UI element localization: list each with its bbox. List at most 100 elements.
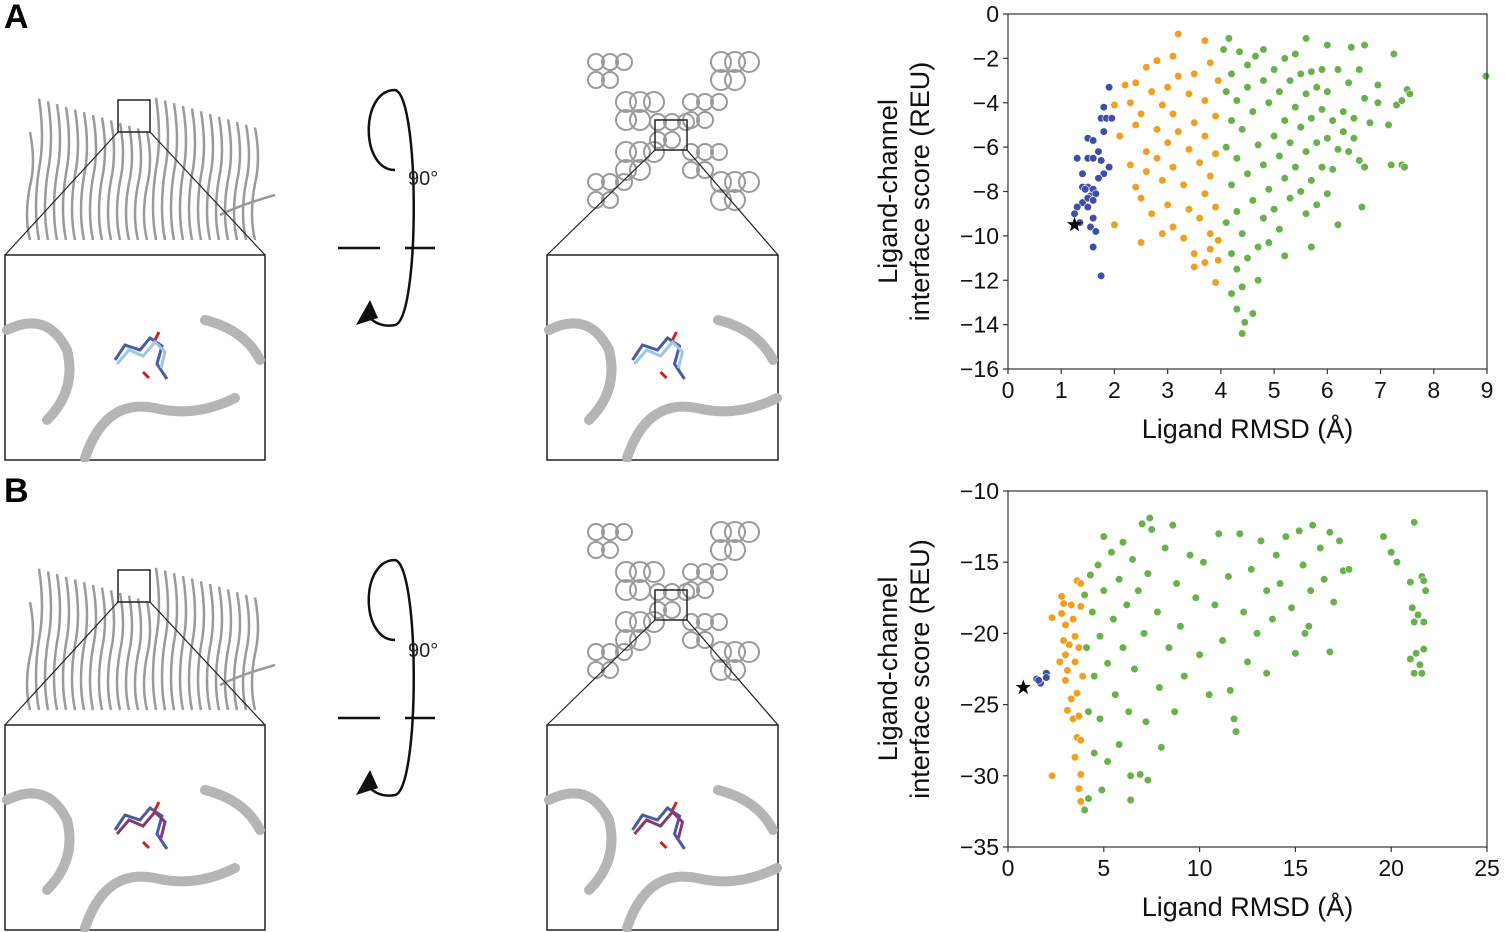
point-green: [1115, 740, 1124, 749]
point-orange: [1147, 209, 1156, 218]
point-green: [1272, 550, 1281, 560]
point-orange: [1131, 120, 1140, 130]
x-tick-label: 10: [1187, 855, 1213, 881]
point-green: [1410, 518, 1419, 527]
point-green: [1285, 194, 1295, 203]
point-orange: [1174, 127, 1183, 136]
point-orange: [1211, 149, 1220, 158]
point-green: [1264, 238, 1273, 247]
point-green: [1312, 200, 1321, 209]
point-blue: [1097, 271, 1106, 280]
point-green: [1254, 242, 1263, 252]
point-green: [1268, 615, 1277, 624]
point-orange: [1063, 666, 1072, 675]
point-green: [1344, 78, 1353, 87]
point-green: [1317, 65, 1327, 74]
point-green: [1247, 565, 1256, 574]
point-orange: [1126, 98, 1135, 107]
point-green: [1239, 607, 1248, 617]
point-green: [1185, 550, 1195, 560]
point-green: [1130, 664, 1139, 674]
zoom-box: [117, 99, 151, 133]
x-axis-label: Ligand RMSD (Å): [1142, 413, 1354, 444]
point-orange: [1200, 258, 1210, 267]
point-green: [1222, 218, 1231, 227]
ligand-pose: [631, 331, 686, 380]
point-green: [1227, 249, 1236, 258]
point-green: [1379, 532, 1388, 541]
point-green: [1145, 513, 1154, 523]
point-green: [1139, 629, 1149, 638]
point-green: [1349, 134, 1359, 143]
point-green: [1262, 586, 1271, 595]
point-green: [1222, 143, 1231, 152]
point-orange: [1214, 236, 1223, 245]
point-green: [1084, 794, 1093, 803]
point-green: [1320, 575, 1329, 584]
point-orange: [1110, 100, 1119, 110]
point-green: [1419, 644, 1428, 654]
point-green: [1275, 579, 1285, 588]
point-green: [1329, 597, 1338, 607]
point-green: [1307, 242, 1316, 252]
x-tick-label: 20: [1378, 855, 1404, 881]
point-orange: [1076, 736, 1085, 745]
point-green: [1328, 116, 1337, 125]
point-orange: [1163, 83, 1172, 92]
binding-site-inset: [2, 254, 266, 462]
point-green: [1111, 690, 1120, 699]
point-green: [1222, 87, 1231, 96]
point-green: [1481, 72, 1491, 81]
x-tick-label: 15: [1283, 855, 1309, 881]
point-orange: [1061, 620, 1070, 629]
point-green: [1143, 569, 1152, 578]
point-orange: [1190, 118, 1199, 127]
point-green: [1317, 162, 1327, 172]
point-green: [1238, 282, 1247, 292]
point-orange: [1214, 76, 1223, 85]
point-green: [1214, 529, 1223, 538]
point-orange: [1190, 262, 1199, 272]
points: [1032, 513, 1430, 815]
point-green: [1095, 632, 1105, 641]
point-green: [1086, 570, 1095, 580]
point-orange: [1074, 711, 1083, 721]
point-green: [1405, 89, 1414, 98]
point-green: [1347, 43, 1356, 52]
point-orange: [1142, 147, 1151, 156]
point-green: [1259, 160, 1268, 169]
point-orange: [1059, 599, 1068, 608]
binding-site-inset: [2, 724, 266, 932]
point-green: [1308, 521, 1317, 530]
point-green: [1357, 202, 1367, 212]
point-green: [1235, 529, 1244, 538]
point-green: [1259, 76, 1268, 85]
point-orange: [1055, 657, 1064, 666]
point-orange: [1168, 222, 1178, 232]
point-green: [1157, 743, 1166, 752]
rotation-arrow-icon: [338, 558, 435, 797]
point-orange: [1211, 111, 1220, 121]
point-green: [1301, 147, 1311, 156]
point-green: [1355, 156, 1364, 165]
point-blue: [1099, 169, 1108, 178]
y-tick-label: −10: [960, 223, 999, 249]
point-green: [1199, 558, 1208, 567]
point-blue: [1083, 202, 1092, 212]
point-green: [1333, 65, 1343, 74]
point-green: [1360, 40, 1369, 50]
point-green: [1387, 548, 1396, 557]
point-orange: [1184, 89, 1194, 98]
point-blue: [1086, 222, 1095, 232]
point-orange: [1184, 145, 1194, 154]
point-green: [1243, 169, 1252, 178]
point-blue: [1078, 169, 1087, 178]
rotation-label-a: 90°: [408, 168, 439, 190]
point-green: [1153, 607, 1162, 617]
point-blue: [1091, 227, 1100, 236]
ligand-pose: [631, 801, 686, 850]
point-green: [1291, 103, 1300, 112]
point-green: [1365, 118, 1375, 127]
point-orange: [1163, 200, 1172, 209]
point-green: [1264, 98, 1273, 107]
